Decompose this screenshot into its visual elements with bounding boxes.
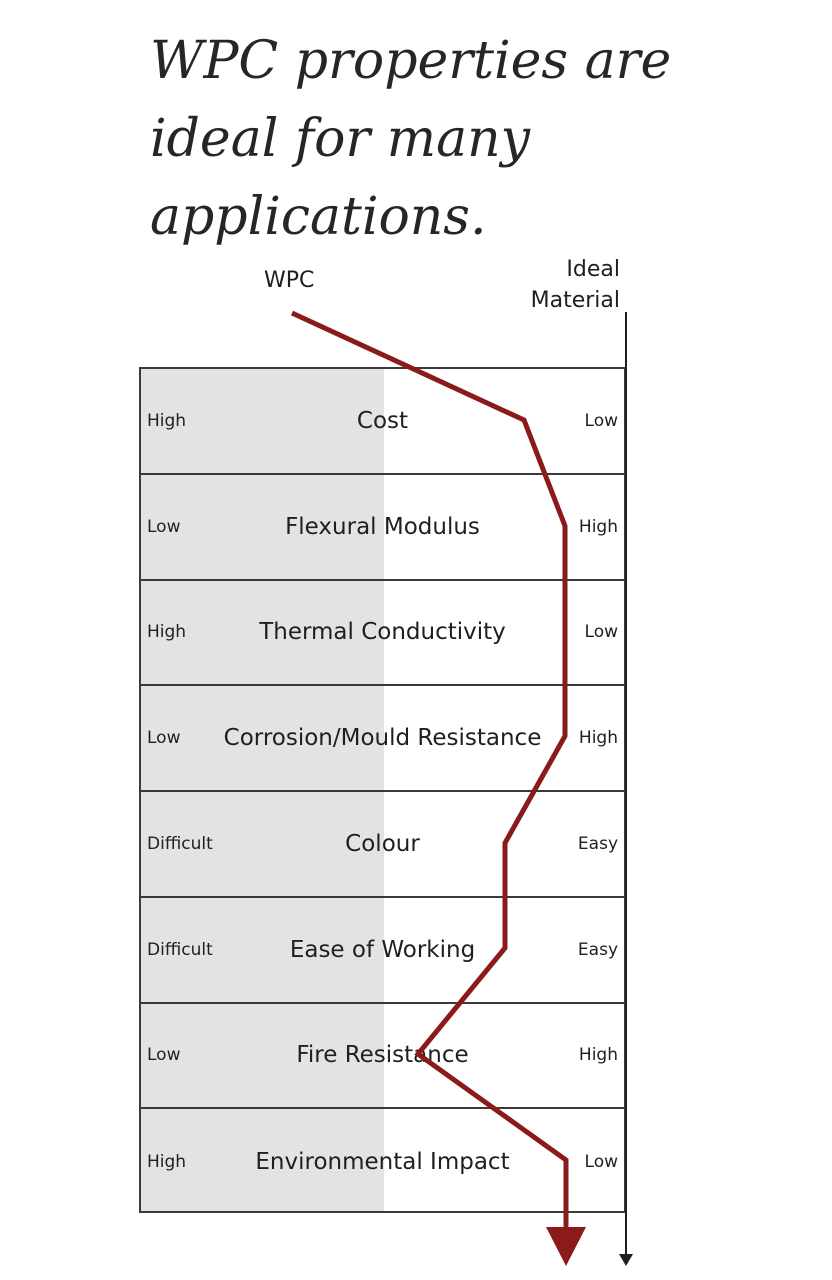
ideal-header-line1: Ideal	[566, 257, 620, 282]
wpc-header: WPC	[264, 268, 315, 293]
row-right-value: Low	[584, 1152, 618, 1173]
row-left-value: Difficult	[147, 939, 213, 960]
page-title: WPC properties are ideal for many applic…	[150, 31, 672, 247]
row-right-value: High	[578, 1045, 618, 1066]
property-row-thermal-conductivity: High Thermal Conductivity Low	[141, 581, 624, 687]
ideal-material-header: Ideal Material	[420, 254, 620, 316]
row-left-value: Low	[147, 516, 181, 537]
row-left-value: Low	[147, 728, 181, 749]
property-row-cost: High Cost Low	[141, 369, 624, 475]
property-row-corrosion-mould-resistance: Low Corrosion/Mould Resistance High	[141, 686, 624, 792]
ideal-axis-arrowhead	[619, 1254, 633, 1266]
row-property-label: Cost	[356, 407, 409, 434]
row-right-value: Low	[584, 410, 618, 431]
row-property-label: Colour	[345, 830, 420, 857]
property-table: High Cost Low Low Flexural Modulus High …	[139, 367, 626, 1213]
wpc-profile-arrowhead	[546, 1227, 586, 1266]
property-row-ease-of-working: Difficult Ease of Working Easy	[141, 898, 624, 1004]
row-right-value: Low	[584, 622, 618, 643]
property-row-flexural-modulus: Low Flexural Modulus High	[141, 475, 624, 581]
row-property-label: Ease of Working	[289, 936, 476, 963]
row-right-value: Easy	[577, 833, 618, 854]
row-property-label: Fire Resistance	[296, 1042, 469, 1069]
row-left-value: High	[147, 1152, 187, 1173]
row-left-value: Low	[147, 1045, 181, 1066]
row-left-value: Difficult	[147, 833, 213, 854]
row-property-label: Environmental Impact	[255, 1149, 510, 1176]
row-right-value: Easy	[577, 939, 618, 960]
property-row-colour: Difficult Colour Easy	[141, 792, 624, 898]
row-left-value: High	[147, 410, 187, 431]
row-left-value: High	[147, 622, 187, 643]
row-property-label: Flexural Modulus	[285, 513, 480, 540]
row-right-value: High	[578, 728, 618, 749]
row-property-label: Thermal Conductivity	[259, 619, 506, 646]
property-row-fire-resistance: Low Fire Resistance High	[141, 1004, 624, 1110]
ideal-header-line2: Material	[530, 288, 620, 313]
row-right-value: High	[578, 516, 618, 537]
property-row-environmental-impact: High Environmental Impact Low	[141, 1109, 624, 1215]
row-property-label: Corrosion/Mould Resistance	[223, 725, 542, 752]
